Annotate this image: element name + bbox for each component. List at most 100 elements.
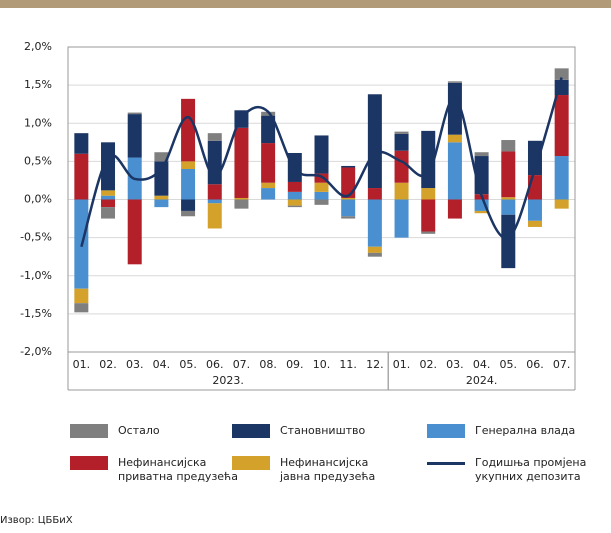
bar <box>421 188 436 200</box>
bar <box>261 115 276 144</box>
bar <box>394 131 409 134</box>
legend-swatch <box>70 456 108 470</box>
bar <box>101 195 116 200</box>
bar <box>101 199 116 208</box>
legend-item: Нефинансијска приватна предузећа <box>70 456 238 484</box>
y-tick-label: 2,0% <box>24 40 52 53</box>
bar <box>447 199 462 219</box>
bar <box>447 134 462 143</box>
bar <box>527 199 542 221</box>
bar <box>314 191 329 200</box>
bar <box>394 199 409 238</box>
y-tick-label: 1,5% <box>24 78 52 91</box>
legend-item: Нефинансијска јавна предузећа <box>232 456 400 484</box>
bar <box>207 199 222 204</box>
group-label: 2024. <box>466 374 498 387</box>
bar <box>554 95 569 157</box>
bar <box>341 216 356 219</box>
bar <box>154 152 169 162</box>
legend-swatch <box>70 424 108 438</box>
bar <box>127 114 142 158</box>
bar <box>101 190 116 196</box>
legend-item: Остало <box>70 424 238 438</box>
x-tick-label: 01. <box>393 358 411 371</box>
legend-swatch <box>427 462 465 465</box>
bar <box>394 133 409 151</box>
x-tick-label: 05. <box>500 358 518 371</box>
bar <box>101 207 116 219</box>
bar <box>314 182 329 192</box>
bar <box>367 246 382 253</box>
bar <box>501 140 516 152</box>
bar <box>261 182 276 189</box>
legend-swatch <box>232 456 270 470</box>
legend-label: Остало <box>118 424 160 437</box>
bar <box>474 152 489 157</box>
line <box>80 77 563 248</box>
bar <box>341 199 356 217</box>
bar <box>501 214 516 269</box>
legend-swatch <box>427 424 465 438</box>
x-tick-label: 07. <box>553 358 571 371</box>
bar <box>74 153 89 200</box>
bar <box>554 199 569 209</box>
bar <box>501 199 516 215</box>
group-label: 2023. <box>212 374 244 387</box>
bar <box>181 210 196 217</box>
bar <box>181 169 196 200</box>
legend-item: Годишња промјена укупних депозита <box>427 456 595 484</box>
legend-item: Становништво <box>232 424 400 438</box>
bar <box>447 82 462 135</box>
bar <box>394 150 409 183</box>
bar <box>421 199 436 232</box>
y-tick-label: 0,0% <box>24 193 52 206</box>
x-tick-label: 07. <box>233 358 251 371</box>
x-tick-label: 03. <box>446 358 464 371</box>
bar <box>207 133 222 141</box>
bar <box>527 140 542 176</box>
bar <box>554 68 569 80</box>
x-tick-label: 02. <box>419 358 437 371</box>
bar <box>474 210 489 214</box>
legend-swatch <box>232 424 270 438</box>
bar <box>287 181 302 192</box>
bar <box>314 199 329 205</box>
bar <box>127 199 142 265</box>
legend-label: Нефинансијска јавна предузећа <box>280 456 376 483</box>
bar <box>501 197 516 200</box>
bar <box>447 81 462 83</box>
bar <box>154 161 169 196</box>
bar <box>341 167 356 198</box>
y-tick-label: 1,0% <box>24 116 52 129</box>
bar <box>154 195 169 200</box>
bar <box>207 203 222 229</box>
chart: -2,0% -1,5% -1,0% -0,5% 0,0% 0,5% 1,0% 1,5% 2,0%… <box>20 40 576 391</box>
plot-frame <box>67 46 576 353</box>
bar <box>261 143 276 183</box>
bar <box>181 98 196 162</box>
x-tick-label: 12. <box>366 358 384 371</box>
x-tick-label: 09. <box>286 358 304 371</box>
bar <box>74 133 89 154</box>
y-tick-label: -1,5% <box>20 307 52 320</box>
x-tick-label: 08. <box>259 358 277 371</box>
bar <box>314 173 329 183</box>
bar <box>154 199 169 208</box>
bar <box>234 127 249 198</box>
bar <box>74 303 89 313</box>
bar <box>74 288 89 304</box>
legend-label: Генерална влада <box>475 424 576 437</box>
x-tick-label: 10. <box>313 358 331 371</box>
y-tick-label: -0,5% <box>20 231 52 244</box>
bar <box>554 156 569 200</box>
x-tick-label: 04. <box>473 358 491 371</box>
bar <box>367 188 382 200</box>
legend-label: Становништво <box>280 424 366 437</box>
bar <box>501 151 516 198</box>
y-tick-label: 0,5% <box>24 154 52 167</box>
x-tick-label: 01. <box>73 358 91 371</box>
bar <box>287 205 302 208</box>
bar <box>367 252 382 257</box>
bar <box>261 111 276 116</box>
bar <box>421 231 436 234</box>
